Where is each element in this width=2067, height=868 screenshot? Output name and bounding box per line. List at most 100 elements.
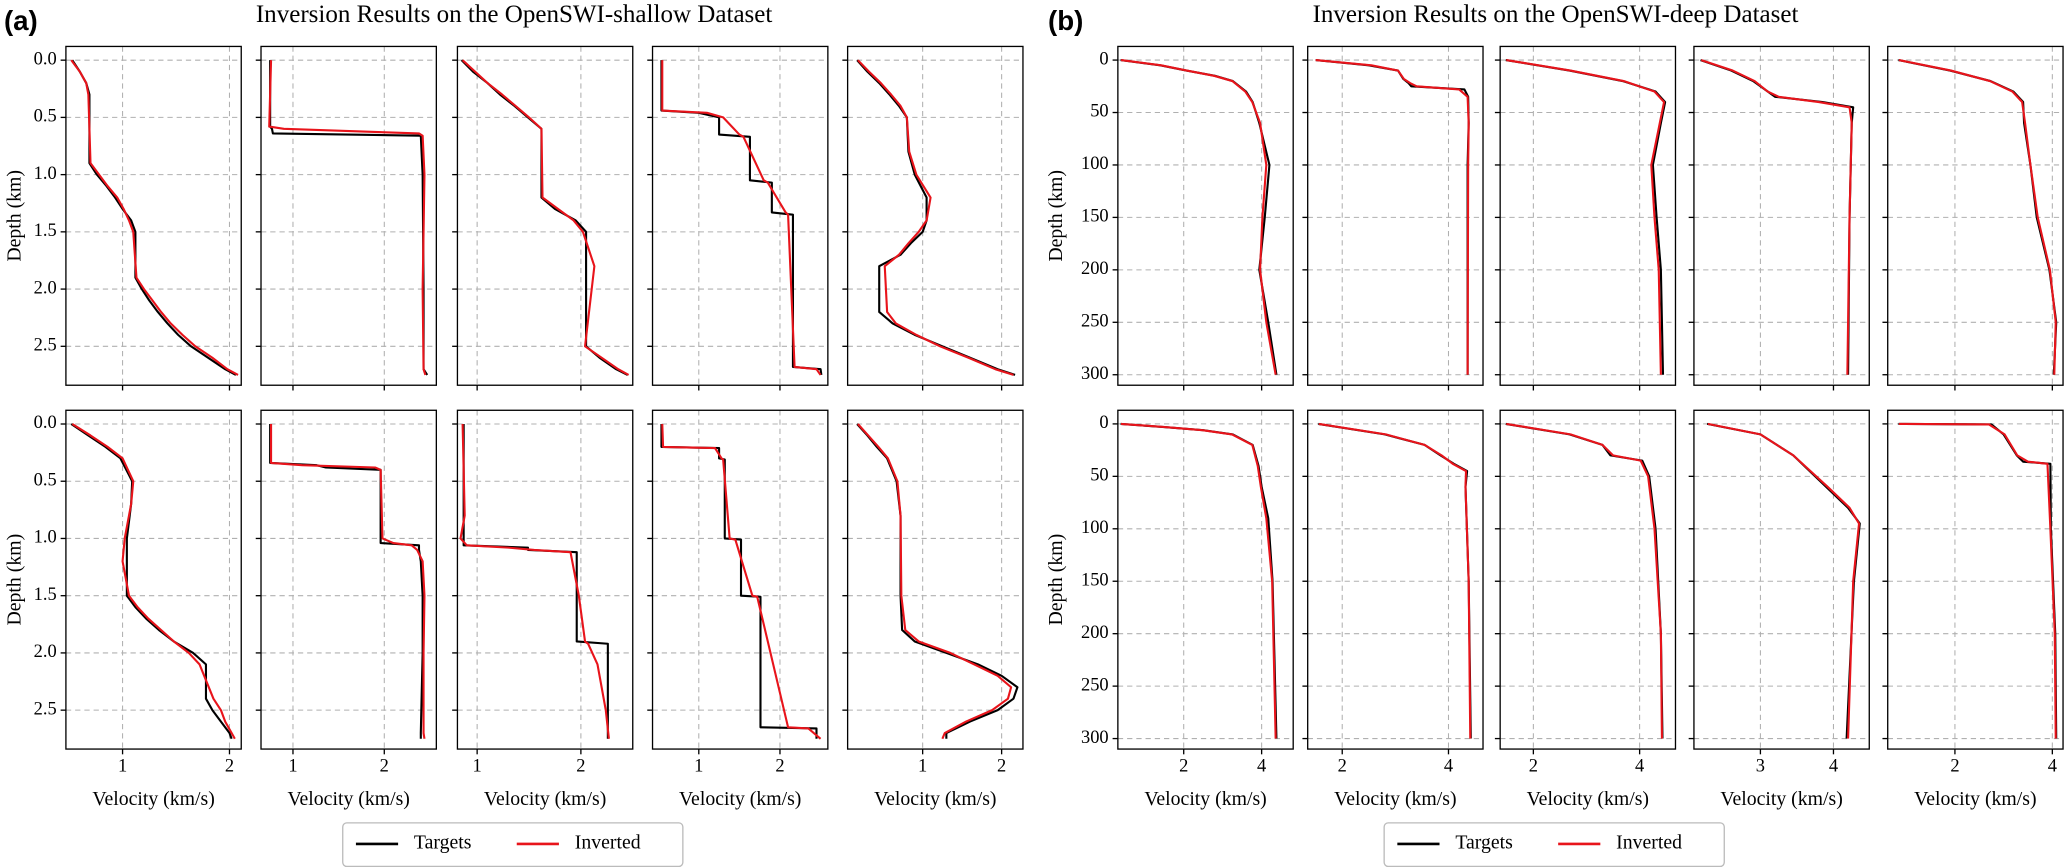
profile-line [1898, 422, 2057, 739]
x-tick-label: 2 [380, 756, 389, 776]
x-axis-label: Velocity (km/s) [92, 788, 214, 810]
legend-label: Targets [414, 832, 472, 854]
x-tick-label: 1 [694, 756, 703, 776]
x-tick-label: 1 [473, 756, 482, 776]
axes-frame [1693, 45, 1870, 386]
x-axis-label: Velocity (km/s) [1334, 788, 1456, 810]
axes-frame [65, 409, 242, 750]
x-tick-label: 2 [1529, 756, 1538, 776]
profile-line [70, 423, 233, 740]
y-tick-label: 150 [1081, 569, 1109, 589]
x-tick-label: 2 [997, 756, 1006, 776]
y-tick-label: 0.0 [34, 412, 57, 432]
axes-frame [65, 45, 242, 386]
panel-label: (a) [4, 5, 38, 36]
axes-background [652, 46, 828, 386]
y-tick-label: 250 [1081, 311, 1109, 331]
y-tick-label: 300 [1081, 363, 1109, 383]
x-axis-label: Velocity (km/s) [1144, 788, 1266, 810]
axes-background [1693, 410, 1870, 750]
y-tick-label: 0.0 [34, 48, 57, 68]
axes-frame [1307, 45, 1484, 386]
axes-background [1117, 410, 1294, 750]
profile-line [857, 59, 1014, 376]
panel-title: Inversion Results on the OpenSWI-shallow… [256, 1, 773, 28]
x-tick-label: 2 [576, 756, 585, 776]
y-tick-label: 2.0 [34, 277, 57, 297]
profile-line [1506, 59, 1666, 375]
axes-background [1117, 46, 1294, 386]
x-axis-label: Velocity (km/s) [874, 788, 996, 810]
axes-background [847, 410, 1023, 750]
y-tick-label: 200 [1081, 622, 1109, 642]
axes-background [847, 46, 1023, 386]
profile-line [1506, 422, 1663, 739]
axes-background [65, 410, 242, 750]
axes-frame [1887, 45, 2064, 386]
x-axis-label: Velocity (km/s) [484, 788, 606, 810]
x-tick-label: 1 [918, 756, 927, 776]
legend-box [1383, 822, 1725, 868]
x-tick-label: 3 [1756, 756, 1765, 776]
x-axis-label: Velocity (km/s) [287, 788, 409, 810]
axes-background [1693, 46, 1870, 386]
y-tick-label: 0.5 [34, 106, 57, 126]
y-tick-label: 200 [1081, 258, 1109, 278]
y-tick-label: 250 [1081, 674, 1109, 694]
x-axis-label: Velocity (km/s) [1527, 788, 1649, 810]
y-tick-label: 1.5 [34, 220, 57, 240]
x-tick-label: 4 [1829, 756, 1838, 776]
y-axis-label: Depth (km) [3, 534, 25, 626]
y-tick-label: 0.5 [34, 469, 57, 489]
y-tick-label: 1.0 [34, 163, 57, 183]
axes-background [1500, 46, 1676, 386]
x-tick-label: 2 [1179, 756, 1188, 776]
axes-frame [1499, 45, 1677, 386]
profile-line [459, 423, 610, 739]
profile-line [1120, 59, 1277, 375]
y-tick-label: 1.0 [34, 527, 57, 547]
y-tick-label: 300 [1081, 727, 1109, 747]
x-tick-label: 1 [288, 756, 297, 776]
profile-line [270, 424, 426, 739]
profile-line [1120, 422, 1277, 739]
x-tick-label: 2 [775, 756, 784, 776]
y-axis-label: Depth (km) [1045, 170, 1067, 262]
y-tick-label: 100 [1081, 153, 1109, 173]
y-tick-label: 0 [1099, 48, 1108, 68]
axes-frame [1887, 409, 2064, 750]
panel-label: (b) [1048, 5, 1083, 36]
y-axis-label: Depth (km) [1045, 534, 1067, 626]
axes-frame [1693, 409, 1870, 750]
axes-background [65, 46, 242, 386]
x-tick-label: 1 [118, 756, 127, 776]
axes-frame [1307, 409, 1484, 750]
axes-frame [456, 409, 634, 750]
x-axis-label: Velocity (km/s) [1914, 788, 2036, 810]
profile-line [1898, 59, 2057, 375]
axes-frame [260, 409, 437, 750]
axes-background [1887, 46, 2064, 386]
axes-frame [1117, 409, 1294, 750]
x-tick-label: 4 [1257, 756, 1266, 776]
axes-background [1887, 410, 2064, 750]
axes-frame [846, 45, 1024, 386]
legend-label: Inverted [575, 832, 641, 854]
axes-frame [651, 409, 829, 750]
y-tick-label: 2.0 [34, 641, 57, 661]
x-axis-label: Velocity (km/s) [1720, 788, 1842, 810]
profile-line [1315, 59, 1470, 375]
y-tick-label: 150 [1081, 206, 1109, 226]
y-tick-label: 2.5 [34, 335, 57, 355]
axes-frame [651, 45, 829, 386]
y-tick-label: 0 [1099, 412, 1108, 432]
y-tick-label: 1.5 [34, 584, 57, 604]
axes-frame [456, 45, 634, 386]
x-tick-label: 4 [1635, 756, 1644, 776]
profile-line [1707, 422, 1861, 739]
panel-title: Inversion Results on the OpenSWI-deep Da… [1313, 1, 1799, 28]
axes-background [261, 410, 437, 750]
profile-line [857, 423, 1013, 740]
profile-line [661, 60, 822, 376]
